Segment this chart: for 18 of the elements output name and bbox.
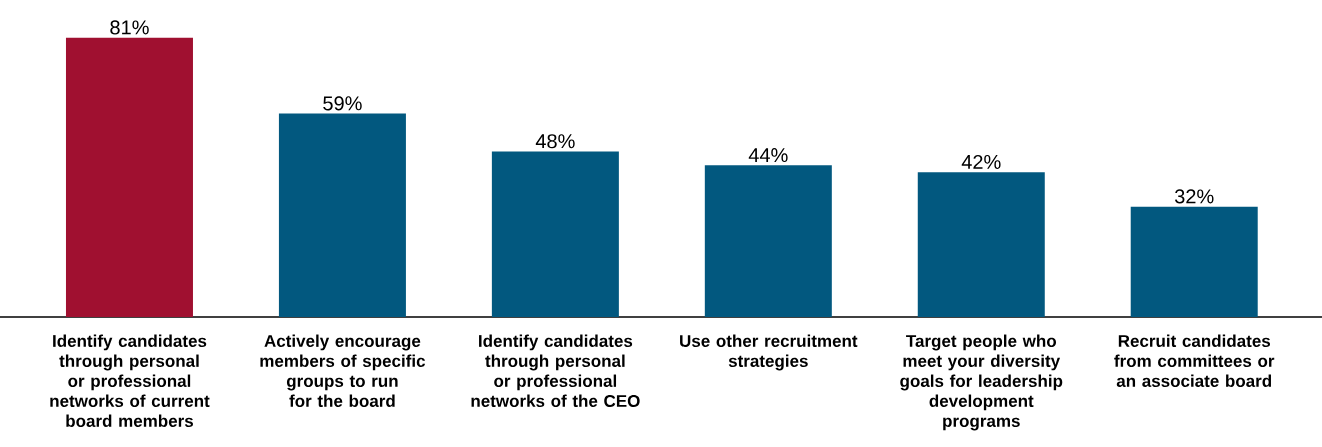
x-tick-label: Recruit candidates from committees or an associate board <box>1114 334 1275 388</box>
bar <box>704 165 832 317</box>
x-tick-label: Identify candidates through personal or professional networks of current board members <box>50 334 210 428</box>
bar <box>65 37 193 317</box>
data-label: 44% <box>748 148 788 163</box>
bar <box>278 113 406 317</box>
x-tick-label: Target people who meet your diversity goals for leadership development programs <box>900 334 1063 431</box>
x-tick-label: Identify candidates through personal or professional networks of the CEO <box>471 334 640 408</box>
bar <box>1130 206 1258 317</box>
bar <box>491 151 619 317</box>
x-tick-label: Use other recruitment strategies <box>680 334 858 371</box>
bar <box>917 172 1045 317</box>
data-label: 48% <box>535 134 575 149</box>
data-label: 81% <box>110 20 149 35</box>
x-tick-label: Actively encourage members of specific groups to run for the board <box>260 334 426 408</box>
data-label: 59% <box>323 96 362 111</box>
data-label: 42% <box>961 154 1001 169</box>
data-label: 32% <box>1174 189 1214 204</box>
